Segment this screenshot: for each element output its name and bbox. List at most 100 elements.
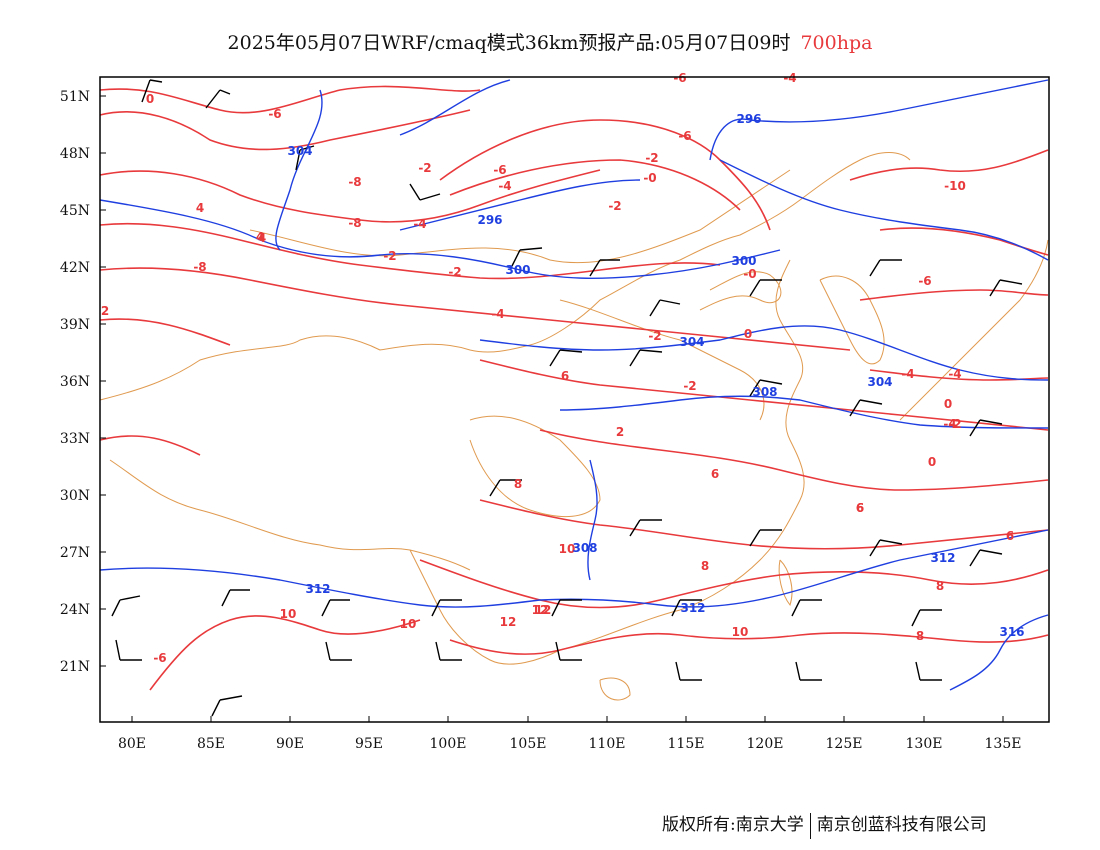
temperature-contour-label: 10 [400,617,417,631]
temperature-contour-label: -6 [678,129,691,143]
sichuan-basin-border [469,415,601,518]
temperature-contour-label: -0 [643,171,656,185]
bohai-coast [699,271,782,311]
temperature-contour-label: -2 [608,199,621,213]
lat-tick-label: 33N [60,431,90,447]
temperature-contour-label: 12 [532,603,549,617]
temperature-contour-label: -4 [498,179,511,193]
temperature-contour-label: 6 [561,369,569,383]
temperature-contour-label: 10 [732,625,749,639]
height-label-layer: 304 296 296 300 300 304 308 304 308 312 312 312 316 [287,112,1024,639]
temperature-contour-label: -4 [783,71,796,85]
lat-tick-label: 24N [60,602,90,618]
temperature-contour-label: 12 [535,603,552,617]
lon-tick-label: 130E [906,736,943,752]
lat-tick-label: 42N [60,260,90,276]
temperature-contour-label: -6 [673,71,686,85]
temperature-contour-label: -4 [413,217,426,231]
temperature-contour-label: -2 [645,151,658,165]
height-contours [99,79,1049,691]
lon-tick-label: 135E [985,736,1022,752]
temperature-contour-label: 10 [559,542,576,556]
hainan-outline [599,677,631,701]
wind-barbs [111,79,1023,717]
temperature-contour-label: -2 [948,417,961,431]
height-contour-label: 312 [305,582,330,596]
mongolia-border [249,169,791,264]
height-contour-label: 312 [680,601,705,615]
temperature-contour-label: -0 [743,267,756,281]
lat-tick-label: 36N [60,374,90,390]
temperature-contour-label: 2 [101,304,109,318]
temperature-contour-label: -6 [268,107,281,121]
temperature-contour-label: -4 [491,307,504,321]
temperature-contour-label: 0 [928,455,936,469]
korea-outline [819,275,885,365]
yunnan-border [409,549,561,665]
lat-tick-label: 27N [60,545,90,561]
lon-tick-label: 120E [747,736,784,752]
lat-tick-label: 45N [60,203,90,219]
height-contour-label: 300 [731,254,756,268]
lat-tick-label: 21N [60,659,90,675]
height-contour-label: 296 [477,213,502,227]
title-level: 700hpa [800,32,873,54]
temperature-contour-label: 8 [701,559,709,573]
temperature-contour-label: -8 [193,260,206,274]
height-contour-label: 304 [287,144,312,158]
company-text: 南京创蓝科技有限公司 [816,815,987,835]
southeast-coast [559,259,805,651]
lon-tick-label: 100E [430,736,467,752]
north-china-border [559,299,765,421]
temperature-contours [99,85,1049,691]
temperature-contour-label: 8 [916,629,924,643]
footer-separator [809,812,811,839]
lon-tick-label: 90E [276,736,304,752]
temperature-contour-label: 6 [1006,529,1014,543]
temperature-contour-label: -2 [418,161,431,175]
height-contour-label: 304 [679,335,704,349]
temperature-contour-label: 0 [944,397,952,411]
tibet-plateau-border [109,459,471,571]
taiwan-outline [778,559,793,607]
height-contour-label: 308 [752,385,777,399]
height-contour-label: 296 [736,112,761,126]
boundaries-layer [99,152,1049,701]
temperature-contour-label: -6 [918,274,931,288]
temperature-contour-label: 0 [744,327,752,341]
height-contour-label: 312 [930,551,955,565]
temperature-contour-label: 8 [514,477,522,491]
footer: 版权所有:南京大学 南京创蓝科技有限公司 [662,810,987,839]
lat-tick-label: 48N [60,146,90,162]
temperature-contour-label: 10 [280,607,297,621]
latitude-axis: 51N 48N 45N 42N 39N 36N 33N 30N 27N 24N 21N [60,89,106,675]
temperature-contour-label: -8 [348,216,361,230]
temperature-contour-label: -4 [948,367,961,381]
temperature-contour-label: -10 [944,179,966,193]
temperature-contour-label: 4 [258,231,266,245]
temperature-contour-label: -2 [383,249,396,263]
temperature-contour-label: 12 [500,615,517,629]
height-contour-label: 300 [505,263,530,277]
temperature-contour-label: 4 [196,201,204,215]
temperature-contour-label: 6 [856,501,864,515]
temperature-contour-label: 2 [616,425,624,439]
lon-tick-label: 105E [510,736,547,752]
lon-tick-label: 110E [589,736,626,752]
japan-outline [899,239,1049,421]
lon-tick-label: 115E [668,736,705,752]
temperature-contour-label: 6 [856,501,864,515]
lat-tick-label: 30N [60,488,90,504]
map-frame [99,76,1050,723]
map-title: 2025年05月07日WRF/cmaq模式36km预报产品:05月07日09时 7… [0,28,1100,55]
temperature-contour-label: -4 [943,417,956,431]
temperature-contour-label: -4 [901,367,914,381]
temperature-contour-label: 0 [146,92,154,106]
temperature-contour-label: -2 [648,329,661,343]
temperature-contour-label: 6 [711,467,719,481]
title-main: 2025年05月07日WRF/cmaq模式36km预报产品:05月07日09时 [227,32,791,54]
temperature-contour-label: -2 [683,379,696,393]
lat-tick-label: 39N [60,317,90,333]
temperature-contour-label: -2 [448,265,461,279]
